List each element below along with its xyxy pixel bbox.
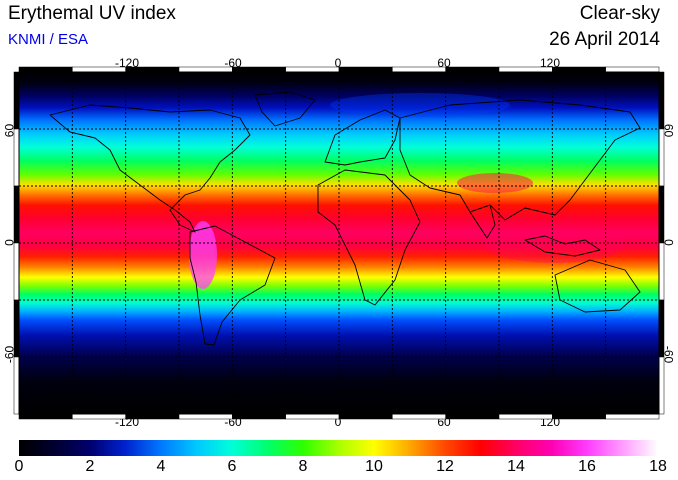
frame-tick-top xyxy=(392,66,446,73)
asia-outline xyxy=(399,99,641,221)
frame-tick-bottom xyxy=(232,413,286,420)
frame-tick-top xyxy=(445,66,500,73)
frame-tick-right xyxy=(658,128,665,187)
colorbar-label: 2 xyxy=(85,458,95,475)
map-source: KNMI / ESA xyxy=(8,31,89,48)
frame-tick-bottom xyxy=(125,413,180,420)
frame-tick-bottom xyxy=(498,413,553,420)
lon-tick-top: -60 xyxy=(224,56,242,70)
map-date: 26 April 2014 xyxy=(549,29,660,50)
lon-tick-top: 120 xyxy=(539,56,561,70)
andes-uv-maximum xyxy=(189,221,217,289)
frame-tick-bottom xyxy=(285,413,340,420)
map-frame xyxy=(18,71,660,415)
colorbar-label: 8 xyxy=(298,458,308,475)
frame-tick-left xyxy=(13,242,20,301)
colorbar-label: 16 xyxy=(578,458,596,475)
frame-tick-top xyxy=(338,66,393,73)
lon-tick-top: -120 xyxy=(114,56,140,70)
frame-tick-top xyxy=(552,66,606,73)
colorbar-label: 14 xyxy=(507,458,525,475)
frame-tick-bottom xyxy=(552,413,606,420)
frame-tick-top xyxy=(232,66,286,73)
frame-tick-left xyxy=(13,185,20,244)
map-title: Erythemal UV index xyxy=(8,3,176,24)
frame-tick-left xyxy=(13,356,20,415)
frame-tick-left xyxy=(13,299,20,358)
sky-condition: Clear-sky xyxy=(579,3,660,24)
coastlines xyxy=(19,91,659,399)
africa-outline xyxy=(317,169,421,306)
frame-tick-bottom xyxy=(445,413,500,420)
frame-tick-bottom xyxy=(72,413,126,420)
antarctica-outline xyxy=(19,391,659,399)
europe-outline xyxy=(324,109,401,166)
indonesia-uv-maximum xyxy=(485,227,625,263)
colorbar-label: 18 xyxy=(649,458,667,475)
frame-tick-right xyxy=(658,356,665,415)
frame-tick-top xyxy=(605,66,660,73)
siberia-cloud-band xyxy=(330,93,510,117)
lon-tick-top: 0 xyxy=(334,56,342,70)
frame-tick-top xyxy=(18,66,73,73)
frame-tick-left xyxy=(13,71,20,130)
frame-tick-right xyxy=(658,242,665,301)
frame-tick-top xyxy=(178,66,233,73)
colorbar-label: 6 xyxy=(227,458,237,475)
north-america-outline xyxy=(49,104,251,233)
maritime-continent-outline xyxy=(524,235,601,257)
frame-tick-top xyxy=(125,66,180,73)
australia-outline xyxy=(554,259,641,313)
south-america-outline xyxy=(189,225,276,346)
map-frame-ticks xyxy=(13,66,665,420)
tibet-uv-maximum xyxy=(457,173,533,193)
frame-tick-top xyxy=(498,66,553,73)
frame-tick-bottom xyxy=(338,413,393,420)
frame-tick-bottom xyxy=(178,413,233,420)
greenland-outline xyxy=(254,91,316,127)
frame-tick-bottom xyxy=(605,413,660,420)
frame-tick-top xyxy=(72,66,126,73)
frame-tick-bottom xyxy=(392,413,446,420)
colorbar-label: 0 xyxy=(14,458,24,475)
frame-tick-left xyxy=(13,128,20,187)
colorbar-label: 12 xyxy=(436,458,454,475)
lon-tick-bottom: 0 xyxy=(334,415,342,429)
frame-tick-top xyxy=(285,66,340,73)
india-outline xyxy=(469,204,496,239)
colorbar-bar xyxy=(19,440,658,456)
colorbar-label: 10 xyxy=(365,458,383,475)
frame-tick-right xyxy=(658,71,665,130)
frame-tick-right xyxy=(658,185,665,244)
colorbar-label: 4 xyxy=(156,458,166,475)
frame-tick-right xyxy=(658,299,665,358)
lon-tick-top: 60 xyxy=(437,56,451,70)
graticule xyxy=(19,72,659,414)
frame-tick-bottom xyxy=(18,413,73,420)
colorbar xyxy=(19,440,658,456)
